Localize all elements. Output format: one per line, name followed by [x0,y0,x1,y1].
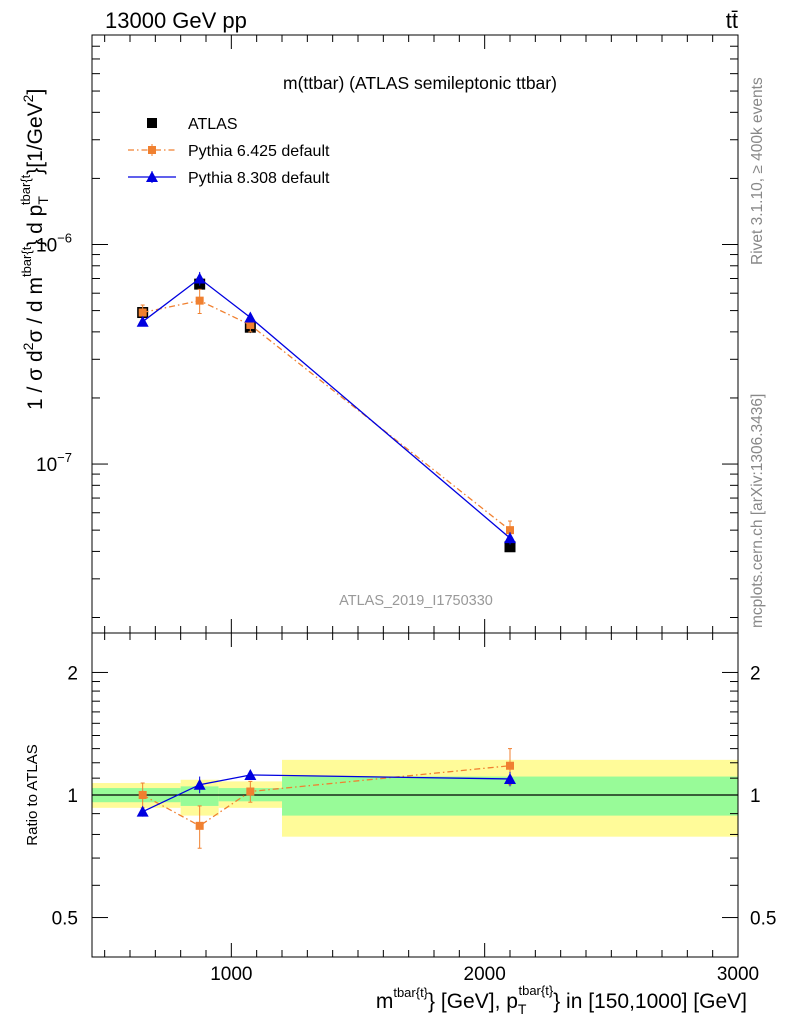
ratio-uncertainty-bands [92,759,738,837]
ratio-band-inner [180,786,219,806]
ratio-point-pythia-6-425-default [246,787,255,796]
ratio-frame [91,632,739,958]
legend-pythia6-marker [148,146,156,154]
ratio-ytick-label: 1 [67,786,78,807]
ratio-point-pythia-8-308-default [193,778,206,790]
main-point-atlas [504,541,516,553]
xtick-label: 2000 [464,964,506,985]
main-series-group [136,271,516,553]
main-point-pythia-6-425-default [138,308,147,317]
ratio-point-pythia-6-425-default [506,761,514,770]
xlabel: mtbar{t}} [GeV], pTtbar{t}} in [150,1000… [376,983,747,1017]
xtick-label: 1000 [210,964,252,985]
main-ylabel: 1 / σ d2σ / d mtbar{t} d pTtbar{t}[1/GeV… [18,89,51,410]
main-ytick-label: 10−6 [36,231,72,257]
rivet-label: Rivet 3.1.10, ≥ 400k events [749,77,766,265]
legend-entry-pythia8: Pythia 8.308 default [128,170,330,187]
ratio-ylabel: Ratio to ATLAS [24,744,41,845]
legend-entry-pythia6: Pythia 6.425 default [128,143,330,160]
legend-atlas-marker [147,118,157,128]
main-point-pythia-8-308-default [504,532,516,544]
main-ytick-labels: 10−7 10−6 [36,231,72,477]
ratio-point-pythia-6-425-default [138,791,147,799]
watermark: ATLAS_2019_I1750330 [339,593,493,609]
ratio-line-pythia-6-425-default [142,765,511,827]
ratio-panel: 0.5 0.5 1 1 2 2 1000 2000 3000 Ratio to ATLAS mt… [24,632,777,1017]
ratio-ytick-label-right: 1 [750,786,761,807]
legend-pythia8-marker [146,171,158,182]
ratio-ytick-label: 0.5 [52,909,78,930]
header-right-label: tt̄ [726,8,738,33]
main-point-pythia-6-425-default [506,526,514,535]
main-line-pythia-8-308-default [142,277,511,539]
ratio-series-group [136,748,516,849]
legend-atlas-label: ATLAS [188,116,238,133]
ratio-line-pythia-8-308-default [142,774,511,813]
main-point-pythia-6-425-default [246,320,255,329]
legend-pythia8-label: Pythia 8.308 default [188,170,330,187]
legend-entry-atlas: ATLAS [147,116,238,133]
main-point-pythia-6-425-default [195,296,204,305]
mcplots-label: mcplots.cern.ch [arXiv:1306.3436] [749,394,766,628]
legend-pythia6-label: Pythia 6.425 default [188,143,330,160]
main-title: m(ttbar) (ATLAS semileptonic ttbar) [283,73,557,93]
ratio-ytick-label-right: 0.5 [750,909,776,930]
ratio-ytick-label-right: 2 [750,663,761,684]
ratio-point-pythia-8-308-default [504,772,516,784]
ratio-point-pythia-8-308-default [244,768,257,780]
ratio-tick-labels: 0.5 0.5 1 1 2 2 1000 2000 3000 [52,663,777,985]
main-ytick-label: 10−7 [36,450,72,476]
header-left-label: 13000 GeV pp [105,8,247,33]
ratio-point-pythia-6-425-default [195,821,204,830]
main-line-pythia-6-425-default [142,299,511,531]
legend: ATLAS Pythia 6.425 default Pythia 8.308 … [128,116,330,187]
ratio-ytick-label: 2 [67,663,78,684]
main-point-pythia-8-308-default [193,272,206,284]
main-point-pythia-8-308-default [244,311,257,323]
ratio-point-pythia-8-308-default [136,805,149,817]
main-point-pythia-8-308-default [136,315,149,327]
xtick-label: 3000 [717,964,759,985]
main-panel: 10−7 10−6 m(ttbar) (ATLAS semileptonic tt… [18,34,739,634]
